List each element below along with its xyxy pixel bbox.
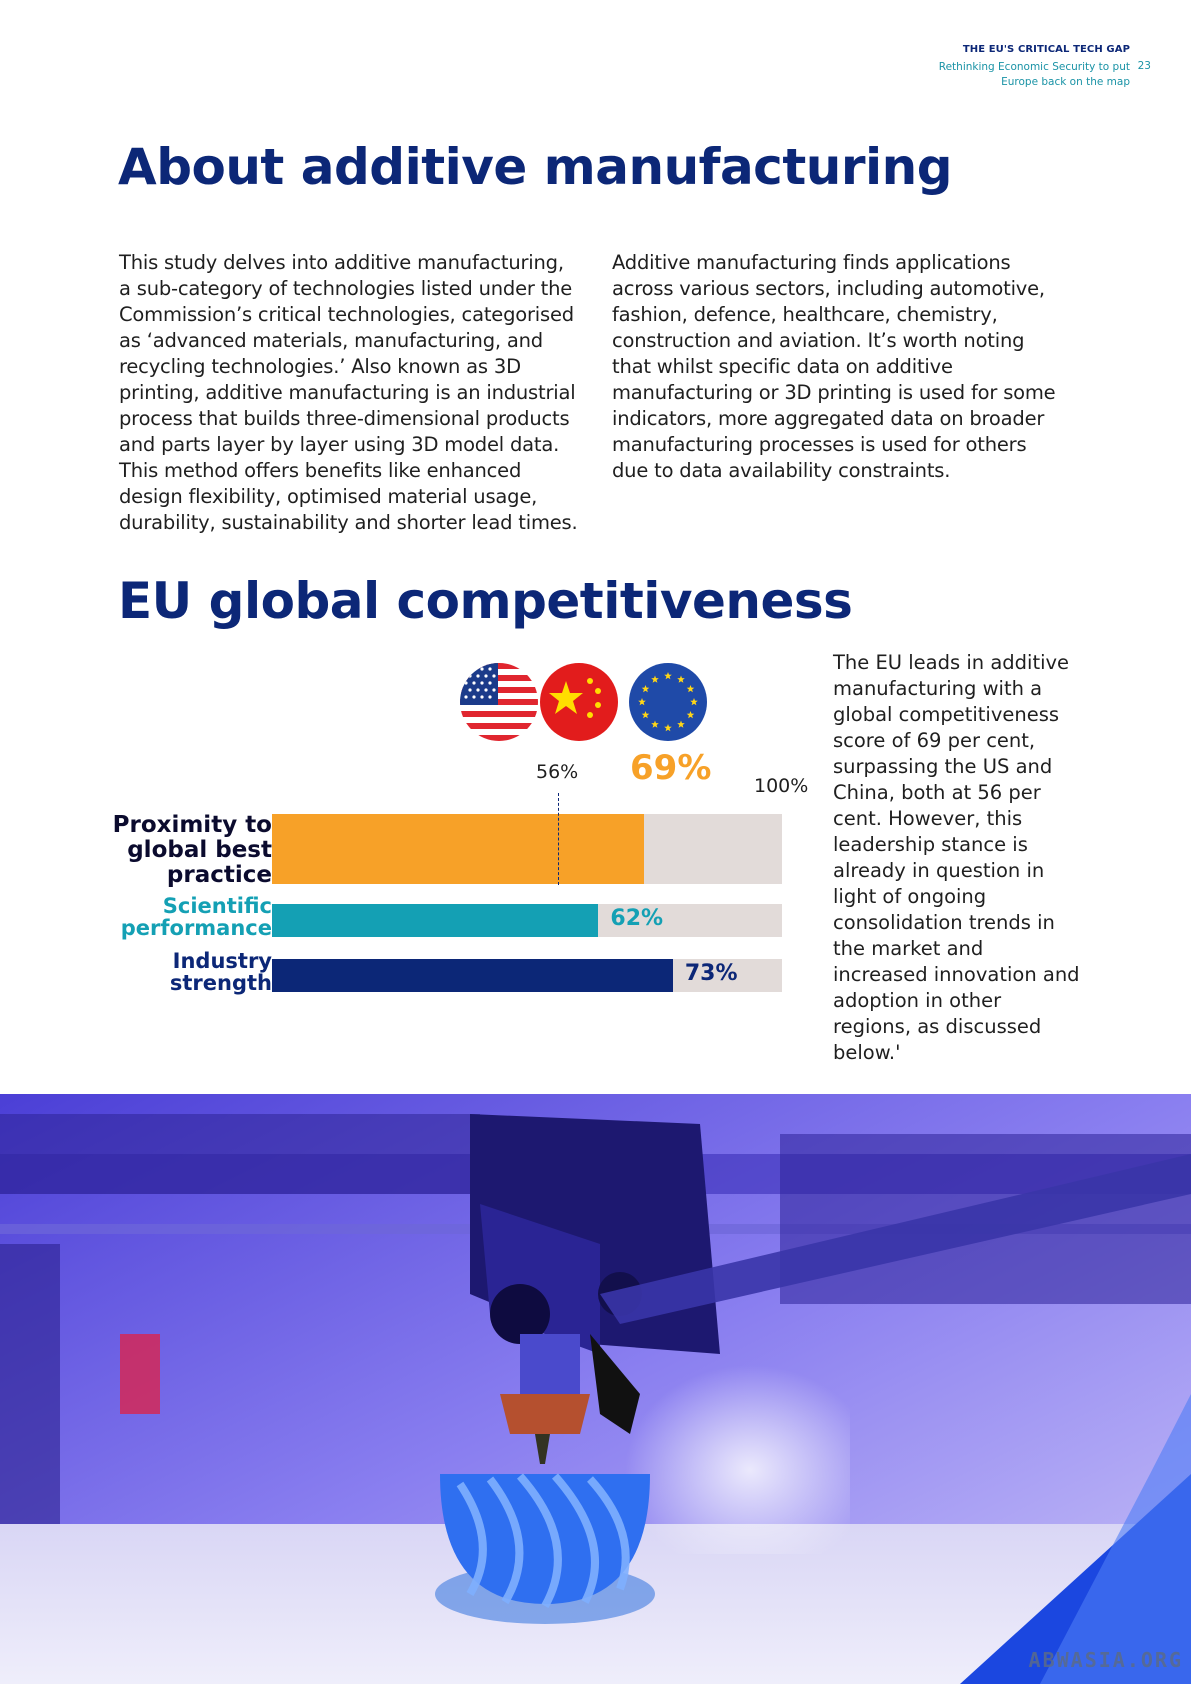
intro-paragraph-left: This study delves into additive manufact…	[119, 251, 578, 534]
bar-industry	[272, 959, 673, 992]
bar-track-scientific	[272, 904, 782, 937]
reference-line-56	[557, 793, 559, 885]
competitiveness-summary: The EU leads in additive manufacturing w…	[833, 651, 1080, 1064]
value-label-industry: 73%	[684, 961, 738, 986]
bar-proximity	[272, 814, 645, 884]
eu-star-icon	[651, 675, 659, 683]
eu-star-icon	[677, 675, 685, 683]
us-flag-icon	[460, 663, 538, 741]
eu-star-icon	[651, 720, 659, 728]
eu-star-icon	[638, 698, 646, 706]
watermark-logo: ABWASIA.ORG	[1028, 1648, 1183, 1672]
section-title-competitiveness: EU global competitiveness	[118, 572, 853, 630]
max-label-100: 100%	[754, 775, 809, 797]
page-number: 23	[1137, 60, 1151, 72]
eu-star-icon	[664, 724, 672, 732]
eu-star-icon	[686, 685, 695, 693]
eu-star-icon	[664, 672, 672, 680]
bar-track-proximity	[272, 814, 782, 884]
bar-track-industry	[272, 959, 782, 992]
row-label-proximity: Proximity to global best practice	[112, 812, 272, 888]
3d-printer-photo: ABWASIA.ORG	[0, 1094, 1191, 1684]
headline-value-69: 69%	[630, 748, 712, 788]
row-label-industry: Industry strength	[169, 949, 272, 995]
value-label-scientific: 62%	[610, 906, 664, 931]
intro-paragraph-right: Additive manufacturing finds application…	[612, 251, 1056, 482]
competitiveness-chart: 56% 69% 100% Proximity to global best pr…	[100, 655, 820, 1005]
bar-scientific	[272, 904, 599, 937]
reference-label-56: 56%	[536, 761, 579, 783]
eu-star-icon	[690, 698, 698, 706]
report-title: THE EU'S CRITICAL TECH GAP	[962, 44, 1130, 55]
report-subtitle: Rethinking Economic Security to put Euro…	[938, 61, 1130, 88]
section-title-additive: About additive manufacturing	[118, 138, 953, 196]
eu-star-icon	[641, 685, 650, 693]
row-label-scientific: Scientific performance	[120, 894, 272, 940]
eu-star-icon	[686, 711, 695, 719]
eu-flag-icon	[629, 663, 707, 741]
china-flag-icon	[540, 663, 618, 741]
eu-star-icon	[677, 720, 685, 728]
eu-star-icon	[641, 711, 650, 719]
